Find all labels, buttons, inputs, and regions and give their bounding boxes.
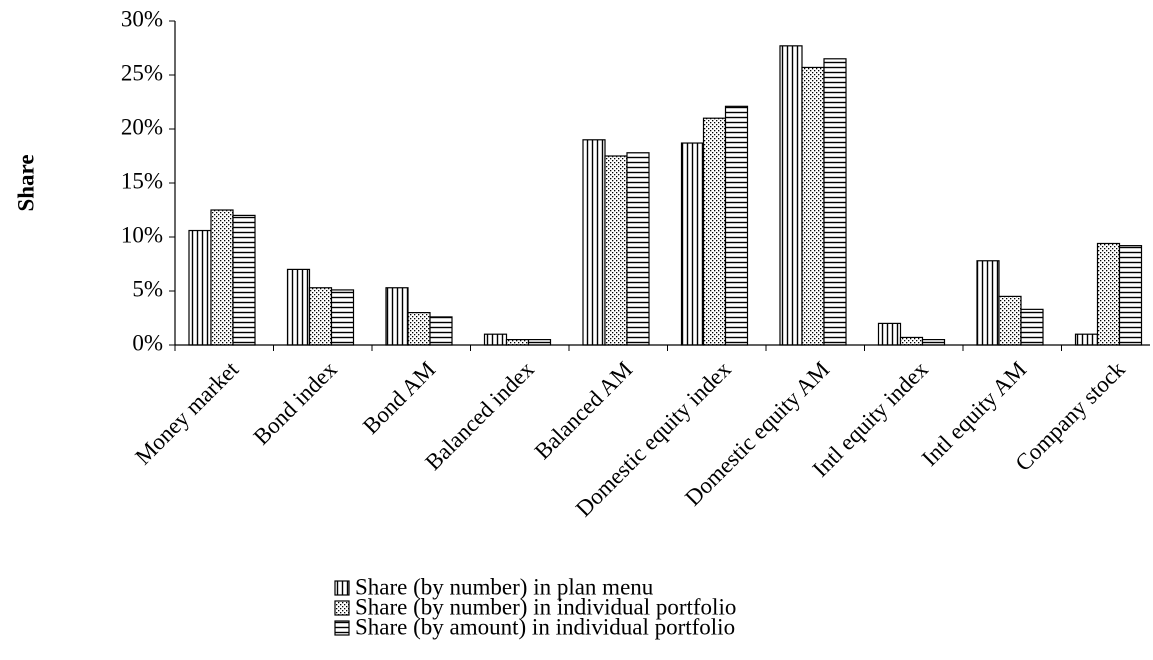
bar (210, 209, 234, 346)
bar (626, 152, 650, 346)
bar (921, 339, 946, 346)
legend-swatch (334, 600, 350, 616)
bar (823, 58, 847, 346)
bar (1074, 333, 1099, 346)
legend-swatch (334, 620, 350, 636)
bar (330, 289, 355, 346)
bar (899, 336, 924, 346)
bar (286, 268, 311, 346)
bar (702, 117, 727, 346)
bar (1020, 308, 1044, 346)
bar (680, 142, 705, 346)
axes (174, 21, 1150, 346)
bar (429, 316, 453, 346)
bar (385, 287, 409, 346)
legend-label: Share (by number) in plan menu (355, 574, 654, 599)
x-tick-label: Money market (130, 356, 243, 469)
bar (232, 214, 256, 346)
legend-swatch (334, 580, 350, 596)
y-tick-label: 10% (121, 222, 163, 247)
bar (505, 339, 530, 346)
bar (527, 339, 552, 346)
y-tick-label: 30% (121, 6, 163, 31)
bar (877, 322, 902, 346)
y-tick-label: 15% (121, 168, 163, 193)
legend-label: Share (by number) in individual portfoli… (355, 594, 736, 619)
bar (483, 333, 508, 346)
bar (1096, 242, 1121, 346)
x-tick-label: Balanced AM (530, 357, 638, 465)
y-tick-label: 20% (121, 114, 163, 139)
x-tick-label: Bond index (249, 356, 342, 449)
bars (188, 45, 1143, 346)
bar (998, 295, 1022, 346)
x-tick-label: Bond AM (358, 357, 440, 439)
bar (976, 260, 1000, 346)
y-tick-label: 0% (132, 330, 163, 355)
bar (308, 287, 333, 346)
bar (582, 139, 606, 346)
bar (188, 229, 212, 346)
y-tick-label: 25% (121, 60, 163, 85)
bar (1118, 245, 1143, 346)
y-tick-label: 5% (132, 276, 163, 301)
legend-label: Share (by amount) in individual portfoli… (355, 614, 735, 639)
y-axis: 0% 5% 10% 15% 20% 25% 30% (121, 6, 175, 355)
bar (604, 155, 628, 346)
y-axis-label: Share (13, 154, 38, 211)
bar (407, 312, 431, 346)
bar (801, 66, 825, 346)
bar (779, 45, 803, 346)
bar (724, 105, 749, 346)
